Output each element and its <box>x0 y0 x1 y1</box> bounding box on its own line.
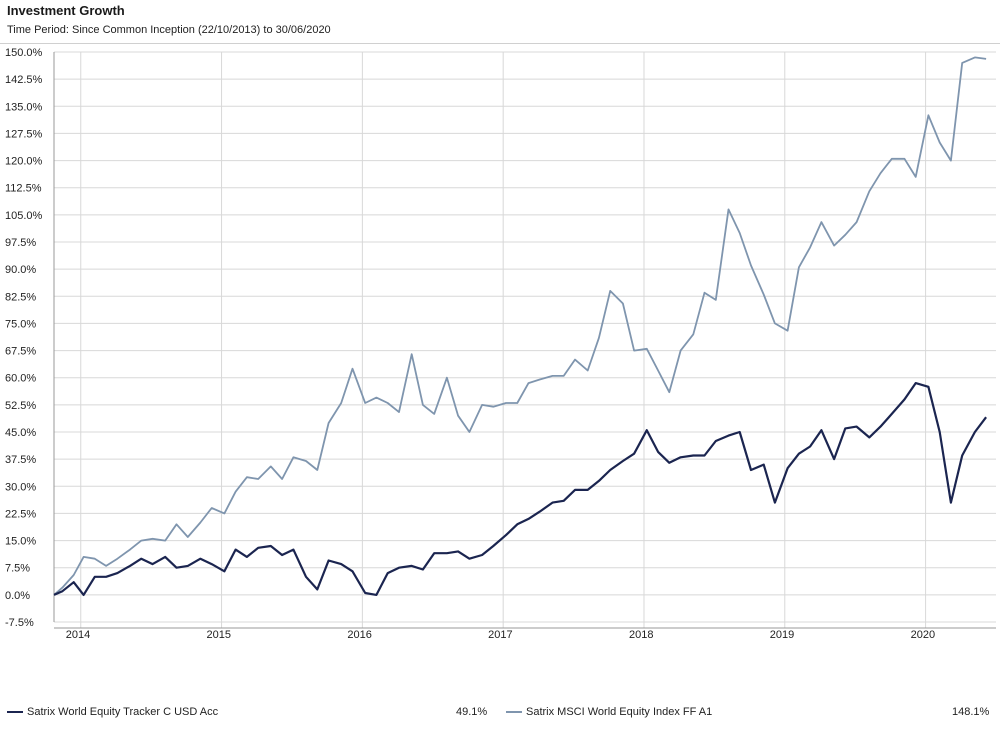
y-tick-label: 90.0% <box>5 264 36 276</box>
x-tick-label: 2014 <box>66 629 90 641</box>
header-divider <box>0 43 1000 44</box>
y-tick-label: 75.0% <box>5 318 36 330</box>
legend-label-index: Satrix MSCI World Equity Index FF A1 <box>526 706 713 718</box>
y-tick-label: 82.5% <box>5 291 36 303</box>
legend-swatch-index <box>506 711 522 713</box>
y-tick-label: 112.5% <box>5 183 42 195</box>
y-tick-label: 7.5% <box>5 563 30 575</box>
x-tick-label: 2018 <box>629 629 653 641</box>
y-tick-label: 127.5% <box>5 128 43 140</box>
y-tick-label: 37.5% <box>5 454 36 466</box>
y-tick-label: 15.0% <box>5 536 36 548</box>
y-tick-label: 120.0% <box>5 156 43 168</box>
x-tick-label: 2019 <box>770 629 794 641</box>
legend-swatch-fund <box>7 711 23 713</box>
y-tick-label: 150.0% <box>5 47 43 59</box>
y-tick-label: 30.0% <box>5 481 36 493</box>
legend-value-fund: 49.1% <box>456 706 488 718</box>
y-tick-label: 142.5% <box>5 74 43 86</box>
y-tick-label: 45.0% <box>5 427 36 439</box>
chart-title: Investment Growth <box>7 3 125 18</box>
y-tick-label: 105.0% <box>5 210 43 222</box>
chart-subtitle: Time Period: Since Common Inception (22/… <box>7 24 331 36</box>
legend-item-fund: Satrix World Equity Tracker C USD Acc <box>7 706 218 718</box>
y-tick-label: 135.0% <box>5 101 43 113</box>
y-tick-label: 67.5% <box>5 346 36 358</box>
y-tick-label: -7.5% <box>5 617 34 629</box>
x-tick-label: 2016 <box>347 629 371 641</box>
y-tick-label: 22.5% <box>5 508 36 520</box>
x-tick-label: 2017 <box>488 629 512 641</box>
legend-value-index: 148.1% <box>952 706 990 718</box>
x-tick-label: 2020 <box>911 629 935 641</box>
series-line-fund <box>53 382 987 597</box>
y-tick-label: 0.0% <box>5 590 30 602</box>
x-tick-label: 2015 <box>207 629 231 641</box>
y-tick-label: 60.0% <box>5 373 36 385</box>
series-line-index <box>53 56 987 596</box>
legend-label-fund: Satrix World Equity Tracker C USD Acc <box>27 706 219 718</box>
y-tick-label: 97.5% <box>5 237 36 249</box>
legend-item-index: Satrix MSCI World Equity Index FF A1 <box>506 706 712 718</box>
y-tick-label: 52.5% <box>5 400 36 412</box>
